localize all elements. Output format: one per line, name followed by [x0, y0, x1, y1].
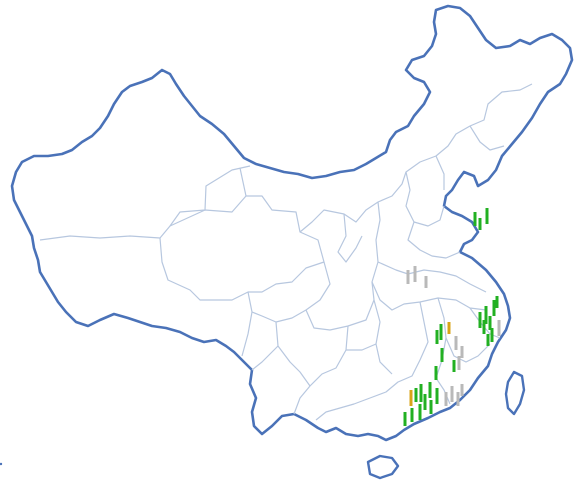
edge-dot [0, 462, 3, 466]
status-marker-gray[interactable] [497, 320, 501, 336]
status-marker-green[interactable] [490, 328, 494, 342]
status-marker-gold[interactable] [447, 322, 451, 334]
zhejiang-fujian-cluster [478, 296, 501, 346]
status-marker-green[interactable] [410, 408, 414, 422]
guangdong-cluster [403, 382, 464, 426]
taiwan-island [504, 370, 526, 416]
status-marker-green[interactable] [439, 324, 443, 340]
status-marker-green[interactable] [414, 388, 418, 402]
status-marker-green[interactable] [423, 394, 427, 410]
status-marker-gray[interactable] [454, 336, 458, 350]
status-marker-green[interactable] [478, 312, 482, 328]
status-marker-green[interactable] [495, 296, 499, 308]
status-marker-gray[interactable] [460, 346, 464, 358]
marker-layer [403, 208, 501, 426]
status-marker-green[interactable] [418, 404, 422, 420]
status-marker-green[interactable] [429, 400, 433, 414]
status-marker-green[interactable] [403, 412, 407, 426]
jiangxi-cluster [434, 322, 464, 380]
status-marker-green[interactable] [484, 306, 488, 324]
status-marker-green[interactable] [478, 218, 482, 230]
status-marker-gray[interactable] [450, 386, 454, 402]
status-marker-gray[interactable] [424, 276, 428, 288]
status-marker-green[interactable] [486, 334, 490, 346]
central-gray-cluster [406, 266, 428, 288]
status-marker-gray[interactable] [460, 384, 464, 396]
status-marker-green[interactable] [419, 384, 423, 402]
status-marker-gray[interactable] [406, 270, 410, 284]
status-marker-green[interactable] [473, 212, 477, 226]
province-borders [39, 83, 533, 421]
status-marker-gray[interactable] [457, 356, 461, 370]
status-marker-gray[interactable] [444, 392, 448, 406]
status-marker-gold[interactable] [409, 390, 413, 406]
status-marker-green[interactable] [452, 360, 456, 372]
status-marker-gray[interactable] [456, 392, 460, 406]
bohai-cluster [473, 208, 489, 230]
status-marker-green[interactable] [428, 382, 432, 398]
status-marker-green[interactable] [435, 388, 439, 404]
status-marker-green[interactable] [492, 300, 496, 316]
status-marker-green[interactable] [482, 320, 486, 334]
hainan-island [366, 454, 400, 480]
status-marker-green[interactable] [435, 330, 439, 344]
status-marker-green[interactable] [434, 366, 438, 380]
status-marker-gray[interactable] [413, 266, 417, 282]
country-outline [10, 4, 574, 442]
status-marker-green[interactable] [485, 208, 489, 224]
status-marker-green[interactable] [440, 348, 444, 362]
status-marker-green[interactable] [488, 316, 492, 330]
